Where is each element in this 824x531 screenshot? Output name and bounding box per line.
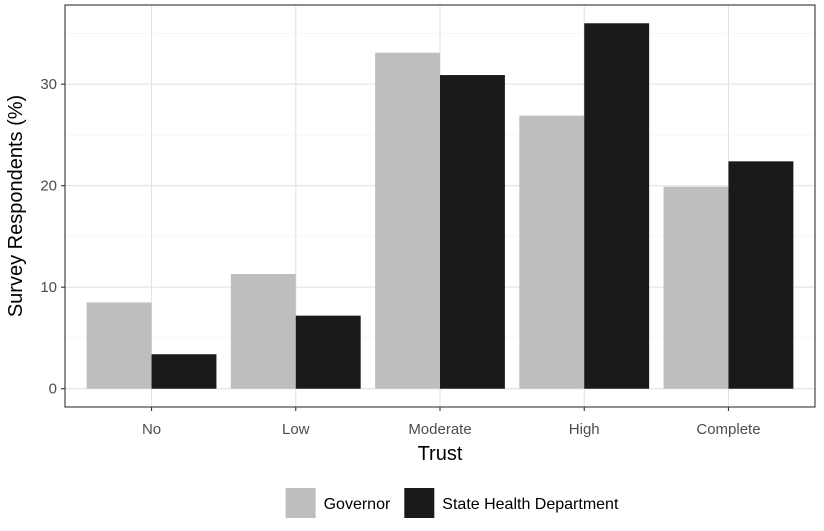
bar — [519, 115, 585, 389]
bar — [151, 354, 217, 389]
x-axis-title: Trust — [418, 443, 463, 465]
legend-label: Governor — [324, 496, 391, 513]
y-axis-title: Survey Respondents (%) — [5, 95, 27, 317]
bar — [440, 75, 505, 389]
bar — [584, 23, 650, 389]
y-tick-label: 0 — [49, 381, 57, 398]
legend: Governor State Health Department — [285, 488, 619, 518]
legend-label: State Health Department — [442, 496, 619, 513]
bar — [295, 315, 361, 389]
x-tick-label: Complete — [696, 421, 760, 438]
bar — [728, 161, 794, 389]
legend-key — [285, 488, 316, 518]
x-tick-label: No — [142, 421, 161, 438]
bars — [86, 23, 794, 389]
x-tick-label: Low — [282, 421, 310, 438]
bar — [230, 274, 296, 389]
legend-key — [404, 488, 435, 518]
x-tick-label: Moderate — [408, 421, 471, 438]
y-tick-label: 30 — [40, 76, 57, 93]
x-tick-label: High — [569, 421, 600, 438]
y-tick-label: 20 — [40, 178, 57, 195]
bar — [86, 302, 152, 389]
axes: 0 10 20 30 No Low Moderate High Complete — [40, 76, 760, 438]
bar — [375, 52, 440, 389]
bar — [663, 186, 729, 389]
y-tick-label: 10 — [40, 279, 57, 296]
